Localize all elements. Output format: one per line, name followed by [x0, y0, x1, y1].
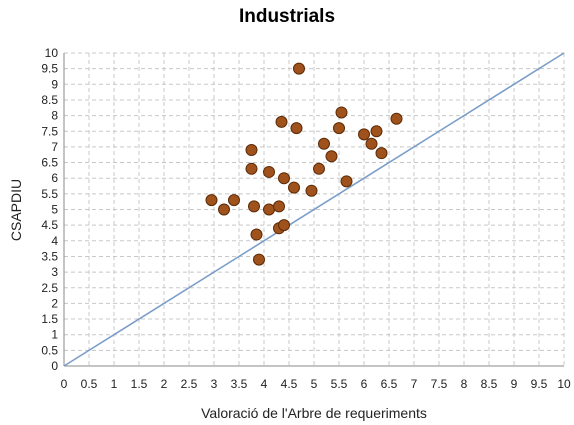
y-tick-label: 1 — [51, 328, 58, 342]
y-tick-label: 7 — [51, 140, 58, 154]
x-tick-label: 2.5 — [181, 377, 198, 391]
x-tick-label: 7.5 — [431, 377, 448, 391]
x-tick-label: 9 — [511, 377, 518, 391]
data-point — [340, 175, 353, 188]
x-tick-label: 10 — [557, 377, 571, 391]
data-point — [335, 106, 348, 119]
data-point — [290, 122, 303, 135]
data-point — [250, 228, 263, 241]
chart-title: Industrials — [238, 6, 336, 27]
y-tick-label: 5.5 — [41, 187, 58, 201]
x-tick-label: 6 — [361, 377, 368, 391]
y-tick-label: 2 — [51, 296, 58, 310]
x-tick-label: 3 — [211, 377, 218, 391]
x-tick-label: 0.5 — [81, 377, 98, 391]
y-tick-label: 9.5 — [41, 62, 58, 76]
y-tick-label: 5 — [51, 203, 58, 217]
data-point — [313, 162, 325, 175]
data-point — [293, 62, 305, 75]
x-tick-label: 4.5 — [281, 377, 298, 391]
x-tick-label: 8 — [461, 377, 468, 391]
x-tick-label: 1.5 — [131, 377, 148, 391]
data-point — [278, 219, 290, 232]
data-point — [358, 128, 370, 141]
y-tick-label: 4 — [51, 234, 58, 248]
data-point — [390, 112, 403, 125]
data-point — [273, 200, 285, 213]
y-tick-label: 6.5 — [41, 156, 58, 170]
y-axis-label: CSAPDIU — [8, 178, 24, 242]
data-point — [318, 137, 330, 150]
data-point — [365, 137, 378, 150]
data-point — [305, 184, 318, 197]
x-tick-label: 1 — [111, 377, 118, 391]
data-point — [228, 194, 240, 207]
data-point — [245, 144, 258, 157]
y-tick-label: 1.5 — [41, 312, 58, 326]
x-tick-label: 7 — [411, 377, 418, 391]
y-tick-label: 8.5 — [41, 93, 58, 107]
y-tick-label: 3 — [51, 265, 58, 279]
y-tick-label: 6 — [51, 171, 58, 185]
data-point — [248, 200, 260, 213]
y-tick-label: 8 — [51, 109, 58, 123]
y-tick-label: 10 — [45, 46, 59, 60]
x-axis-label: Valoració de l'Arbre de requeriments — [201, 405, 427, 421]
y-tick-label: 4.5 — [41, 218, 58, 232]
x-tick-label: 9.5 — [531, 377, 548, 391]
y-tick-label: 2.5 — [41, 281, 58, 295]
y-tick-label: 7.5 — [41, 124, 58, 138]
x-tick-label: 4 — [261, 377, 268, 391]
data-point — [218, 203, 230, 216]
data-point — [263, 203, 275, 216]
y-tick-label: 0 — [51, 359, 58, 373]
data-point — [278, 172, 290, 185]
data-point — [370, 125, 383, 138]
data-point — [275, 115, 288, 128]
x-tick-label: 6.5 — [381, 377, 398, 391]
x-tick-label: 5 — [311, 377, 318, 391]
data-point — [288, 181, 300, 194]
x-tick-label: 3.5 — [231, 377, 248, 391]
data-point — [333, 122, 345, 135]
x-tick-label: 0 — [61, 377, 68, 391]
data-point — [263, 165, 275, 178]
x-tick-label: 2 — [161, 377, 168, 391]
x-tick-label: 8.5 — [481, 377, 498, 391]
data-point — [253, 253, 265, 266]
y-tick-label: 3.5 — [41, 249, 58, 263]
y-tick-label: 0.5 — [41, 343, 58, 357]
data-point — [205, 194, 218, 207]
data-point — [325, 150, 338, 163]
data-point — [245, 162, 258, 175]
reference-line — [63, 52, 565, 367]
x-tick-label: 5.5 — [331, 377, 348, 391]
data-point — [375, 147, 388, 160]
y-tick-label: 9 — [51, 77, 58, 91]
